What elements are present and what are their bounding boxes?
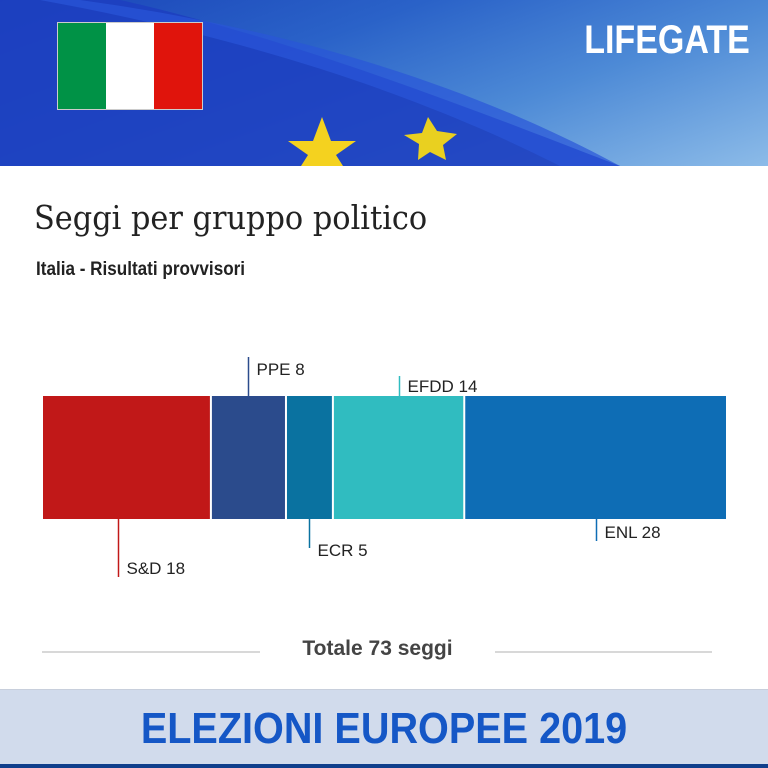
bar-segment-ecr xyxy=(286,396,332,519)
data-label: EFDD 14 xyxy=(408,377,478,396)
bar-segment-enl xyxy=(465,396,726,519)
data-label: S&D 18 xyxy=(127,559,186,578)
chart-subtitle: Italia - Risultati provvisori xyxy=(36,259,246,280)
bar-segment-ppe xyxy=(211,396,285,519)
data-label: ECR 5 xyxy=(318,541,368,560)
header-banner: LIFEGATE xyxy=(0,0,768,166)
bar-segment-efdd xyxy=(333,396,464,519)
total-seats-label: Totale 73 seggi xyxy=(302,637,453,660)
stacked-bar-chart: S&D 18 PPE 8 ECR 5 EFDD 14 ENL 28 xyxy=(43,357,726,578)
lifegate-logo: LIFEGATE xyxy=(584,18,750,62)
italy-flag xyxy=(57,22,203,110)
bar-segment-sd xyxy=(43,396,210,519)
data-label: ENL 28 xyxy=(605,523,661,542)
divider-line xyxy=(42,651,260,653)
footer-band: ELEZIONI EUROPEE 2019 xyxy=(0,689,768,768)
chart-title: Seggi per gruppo politico xyxy=(34,198,428,237)
star-icon xyxy=(404,117,457,160)
footer-stripe xyxy=(0,764,768,768)
data-label: PPE 8 xyxy=(257,360,305,379)
divider-line xyxy=(495,651,712,653)
footer-title: ELEZIONI EUROPEE 2019 xyxy=(140,704,628,753)
star-icon xyxy=(288,117,356,166)
